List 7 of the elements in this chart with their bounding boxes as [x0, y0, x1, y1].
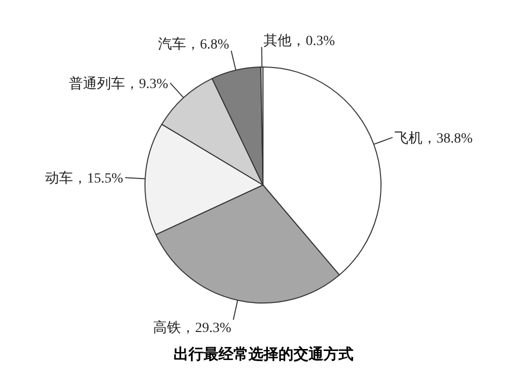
slice-label: 高铁，29.3%	[153, 320, 232, 336]
slice-label: 飞机，38.8%	[394, 130, 474, 146]
text: 出行最经常选择的交通方式	[172, 345, 354, 364]
slice-label: 动车，15.5%	[45, 170, 124, 187]
slice-label: 汽车，6.8%	[158, 36, 230, 53]
slice-label: 其他，0.3%	[264, 33, 336, 50]
slice-label: 普通列车，9.3%	[68, 74, 168, 92]
